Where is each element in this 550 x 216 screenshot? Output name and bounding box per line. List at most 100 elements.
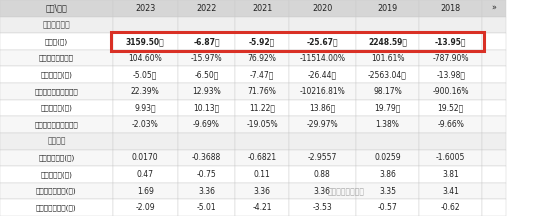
Bar: [419, 133, 482, 149]
Text: -25.67亿: -25.67亿: [306, 37, 338, 46]
Text: 扣非净利润(元): 扣非净利润(元): [41, 71, 72, 78]
Bar: [235, 199, 289, 216]
Bar: [235, 0, 289, 17]
Text: -2.09: -2.09: [135, 203, 155, 212]
Bar: [419, 50, 482, 67]
Text: 2022: 2022: [196, 4, 217, 13]
Bar: [356, 133, 419, 149]
Text: 13.86亿: 13.86亿: [309, 103, 336, 113]
Bar: [235, 149, 289, 166]
Text: 19.79亿: 19.79亿: [375, 103, 400, 113]
Text: -9.69%: -9.69%: [193, 120, 220, 129]
Bar: [178, 149, 235, 166]
Bar: [289, 116, 356, 133]
Bar: [356, 199, 419, 216]
Text: -9.66%: -9.66%: [437, 120, 464, 129]
Text: -6.87亿: -6.87亿: [193, 37, 220, 46]
Bar: [178, 67, 235, 83]
Bar: [419, 17, 482, 33]
Bar: [113, 199, 178, 216]
Text: 每股未分配利润(元): 每股未分配利润(元): [36, 204, 76, 211]
Text: -10216.81%: -10216.81%: [299, 87, 345, 96]
Text: -1.6005: -1.6005: [436, 153, 465, 162]
Bar: [113, 0, 178, 17]
Text: -0.6821: -0.6821: [248, 153, 277, 162]
Text: 基本每股收益(元): 基本每股收益(元): [39, 154, 74, 161]
Text: -5.01: -5.01: [197, 203, 216, 212]
Bar: [419, 166, 482, 183]
Bar: [178, 183, 235, 199]
Text: -3.53: -3.53: [312, 203, 332, 212]
Bar: [0, 149, 113, 166]
Text: -26.44亿: -26.44亿: [308, 70, 337, 79]
Bar: [482, 149, 506, 166]
Text: -2.9557: -2.9557: [307, 153, 337, 162]
Text: -7.47亿: -7.47亿: [250, 70, 274, 79]
Text: 0.11: 0.11: [254, 170, 271, 179]
Text: -5.92亿: -5.92亿: [249, 37, 275, 46]
Bar: [235, 133, 289, 149]
Text: 3.36: 3.36: [198, 187, 215, 195]
Bar: [356, 83, 419, 100]
Bar: [419, 0, 482, 17]
Bar: [419, 149, 482, 166]
Bar: [235, 183, 289, 199]
Text: 营业总收入同比增长率: 营业总收入同比增长率: [35, 121, 78, 128]
Bar: [289, 33, 356, 50]
Text: 1.69: 1.69: [137, 187, 153, 195]
Bar: [482, 199, 506, 216]
Bar: [113, 50, 178, 67]
Text: 2020: 2020: [312, 4, 332, 13]
Bar: [0, 0, 113, 17]
Text: 扣非净利润同比增长率: 扣非净利润同比增长率: [35, 88, 78, 95]
Bar: [482, 83, 506, 100]
Text: 9.93亿: 9.93亿: [134, 103, 156, 113]
Bar: [482, 133, 506, 149]
Text: -0.57: -0.57: [378, 203, 397, 212]
Bar: [113, 116, 178, 133]
Text: 1.38%: 1.38%: [376, 120, 399, 129]
Text: 98.17%: 98.17%: [373, 87, 402, 96]
Bar: [178, 17, 235, 33]
Bar: [178, 0, 235, 17]
Bar: [235, 116, 289, 133]
Text: »: »: [492, 4, 497, 13]
Bar: [289, 133, 356, 149]
Bar: [0, 33, 113, 50]
Bar: [482, 116, 506, 133]
Bar: [235, 17, 289, 33]
Text: 71.76%: 71.76%: [248, 87, 277, 96]
Text: 101.61%: 101.61%: [371, 54, 404, 63]
Text: -6.50亿: -6.50亿: [194, 70, 219, 79]
Bar: [289, 183, 356, 199]
Bar: [289, 199, 356, 216]
Bar: [482, 67, 506, 83]
Text: 3.35: 3.35: [379, 187, 396, 195]
Bar: [289, 83, 356, 100]
Bar: [356, 0, 419, 17]
Bar: [178, 33, 235, 50]
Text: 0.0170: 0.0170: [132, 153, 158, 162]
Text: 22.39%: 22.39%: [131, 87, 160, 96]
Bar: [0, 183, 113, 199]
Bar: [113, 17, 178, 33]
Bar: [0, 199, 113, 216]
Bar: [0, 83, 113, 100]
Bar: [482, 17, 506, 33]
Bar: [113, 83, 178, 100]
Bar: [419, 33, 482, 50]
Text: 公众号：博望财经: 公众号：博望财经: [328, 188, 365, 197]
Bar: [178, 166, 235, 183]
Bar: [235, 33, 289, 50]
Bar: [178, 133, 235, 149]
Text: 每股资本公积金(元): 每股资本公积金(元): [36, 188, 76, 194]
Text: 2023: 2023: [135, 4, 155, 13]
Bar: [235, 67, 289, 83]
Text: 3.36: 3.36: [314, 187, 331, 195]
Bar: [482, 183, 506, 199]
Text: 2019: 2019: [377, 4, 398, 13]
Text: -2563.04万: -2563.04万: [368, 70, 407, 79]
Bar: [178, 100, 235, 116]
Bar: [178, 83, 235, 100]
Text: -5.05亿: -5.05亿: [133, 70, 157, 79]
